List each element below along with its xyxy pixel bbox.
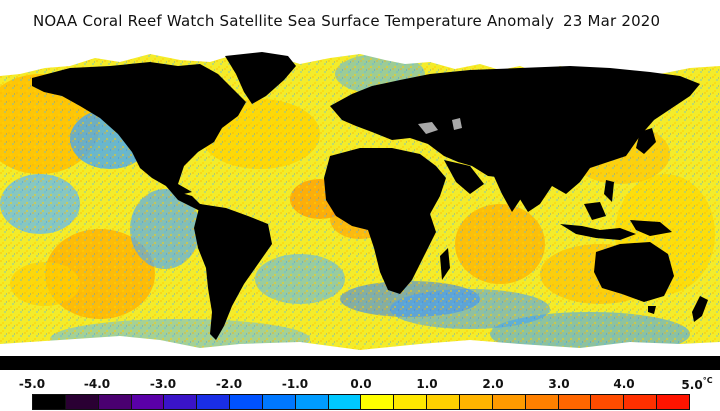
land: [0, 52, 720, 370]
tick-label: 5.0: [681, 378, 703, 392]
tick-label: 2.0: [482, 377, 504, 391]
tick-label: 0.0: [350, 377, 372, 391]
tick-label-max: 5.0°C: [681, 376, 713, 392]
colorbar-swatch: [492, 395, 526, 409]
colorbar-swatch: [459, 395, 493, 409]
colorbar-swatch: [98, 395, 132, 409]
colorbar-swatch: [131, 395, 165, 409]
tick-label: -2.0: [215, 377, 243, 391]
tick-label: 4.0: [613, 377, 635, 391]
antarctica: [0, 356, 720, 370]
tick-label: 1.0: [416, 377, 438, 391]
colorbar-swatch: [394, 395, 428, 409]
tick-label: 3.0: [548, 377, 570, 391]
colorbar-swatch: [295, 395, 329, 409]
eurasia: [330, 66, 700, 212]
tick-label: -5.0: [18, 377, 46, 391]
colorbar-swatch: [262, 395, 296, 409]
tasmania: [648, 306, 656, 314]
color-scale: -5.0 -4.0 -3.0 -2.0 -1.0 0.0 1.0 2.0 3.0…: [0, 372, 720, 411]
madagascar: [440, 248, 450, 280]
colorbar-swatch: [427, 395, 460, 409]
north-america: [32, 62, 246, 196]
colorbar-swatch: [230, 395, 263, 409]
colorbar-swatch: [65, 395, 99, 409]
tick-label: -3.0: [149, 377, 177, 391]
new-zealand: [692, 296, 708, 322]
india: [492, 172, 524, 212]
australia: [594, 242, 674, 302]
world-map: [0, 44, 720, 370]
sst-anomaly-map: [0, 44, 720, 370]
indonesia: [560, 224, 636, 240]
map-date: 23 Mar 2020: [563, 12, 661, 30]
japan: [636, 128, 656, 154]
colorbar-swatch: [558, 395, 592, 409]
colorbar-swatch: [591, 395, 625, 409]
colorbar-swatch: [624, 395, 658, 409]
colorbar-swatch: [33, 395, 66, 409]
tick-label: -1.0: [281, 377, 309, 391]
arabia: [444, 160, 484, 194]
greenland: [225, 52, 296, 104]
borneo: [584, 202, 606, 220]
philippines: [604, 180, 614, 202]
colorbar-swatch: [525, 395, 559, 409]
colorbar-swatch: [197, 395, 231, 409]
colorbar-swatch: [328, 395, 362, 409]
africa: [324, 148, 446, 294]
map-title: NOAA Coral Reef Watch Satellite Sea Surf…: [33, 12, 555, 30]
tick-label: -4.0: [83, 377, 111, 391]
colorbar-swatch: [361, 395, 395, 409]
colorbar-swatch: [657, 395, 689, 409]
colorbar-swatch: [164, 395, 198, 409]
title-bar: NOAA Coral Reef Watch Satellite Sea Surf…: [0, 0, 720, 44]
unit-label: °C: [702, 376, 713, 385]
south-america: [194, 204, 272, 340]
colorbar: [32, 394, 690, 410]
lakes: [418, 118, 462, 134]
central-america: [166, 186, 208, 212]
new-guinea: [630, 220, 672, 236]
